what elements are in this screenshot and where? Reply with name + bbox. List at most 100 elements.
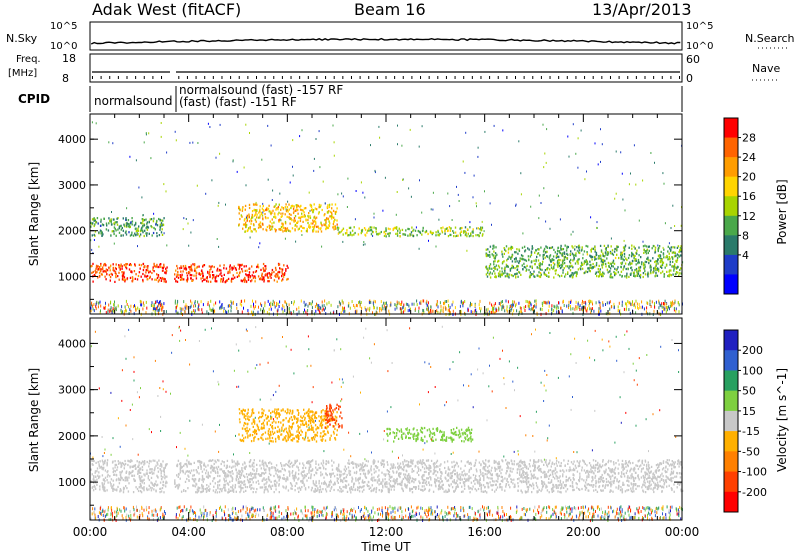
data-cell bbox=[673, 464, 675, 467]
data-cell bbox=[95, 271, 97, 274]
data-cell bbox=[102, 267, 104, 271]
data-cell bbox=[588, 269, 590, 272]
data-cell bbox=[258, 278, 261, 281]
scatter-cell bbox=[674, 225, 676, 227]
data-cell bbox=[665, 264, 668, 267]
data-cell bbox=[505, 249, 507, 253]
data-cell bbox=[308, 225, 310, 228]
noise-cell bbox=[513, 309, 515, 313]
data-cell bbox=[250, 219, 253, 223]
data-cell bbox=[539, 266, 541, 269]
data-cell bbox=[445, 470, 447, 473]
noise-cell bbox=[589, 307, 591, 311]
noise-cell bbox=[623, 307, 625, 311]
data-cell bbox=[288, 459, 291, 462]
data-cell bbox=[569, 466, 571, 469]
freq-unit-label: [MHz] bbox=[8, 68, 37, 79]
noise-cell bbox=[351, 300, 353, 304]
data-cell bbox=[561, 486, 563, 489]
noise-cell bbox=[556, 310, 558, 314]
data-cell bbox=[256, 209, 258, 212]
data-cell bbox=[277, 274, 279, 277]
data-cell bbox=[164, 278, 166, 281]
data-cell bbox=[550, 260, 552, 263]
noise-cell bbox=[191, 310, 193, 314]
data-cell bbox=[280, 225, 283, 229]
data-cell bbox=[275, 275, 277, 278]
data-cell bbox=[677, 254, 680, 257]
data-cell bbox=[541, 486, 544, 489]
data-cell bbox=[644, 481, 646, 484]
noise-cell bbox=[645, 310, 647, 314]
data-cell bbox=[269, 461, 271, 464]
noise-cell bbox=[678, 303, 680, 307]
data-cell bbox=[581, 267, 584, 270]
data-cell bbox=[270, 276, 272, 279]
scatter-cell bbox=[315, 138, 317, 140]
data-cell bbox=[672, 246, 674, 249]
noise-cell bbox=[501, 307, 503, 311]
data-cell bbox=[182, 265, 185, 268]
data-cell bbox=[118, 231, 121, 234]
noise-cell bbox=[93, 309, 95, 313]
data-cell bbox=[610, 475, 612, 478]
data-cell bbox=[250, 483, 253, 487]
noise-cell bbox=[115, 308, 117, 312]
data-cell bbox=[254, 280, 256, 283]
data-cell bbox=[600, 250, 603, 253]
data-cell bbox=[581, 246, 583, 249]
data-cell bbox=[509, 486, 511, 489]
data-cell bbox=[461, 226, 463, 230]
scatter-cell bbox=[515, 204, 517, 207]
data-cell bbox=[308, 468, 311, 471]
data-cell bbox=[655, 483, 657, 486]
data-cell bbox=[371, 230, 374, 233]
data-cell bbox=[474, 487, 476, 491]
data-cell bbox=[494, 275, 496, 278]
data-cell bbox=[175, 269, 177, 272]
scatter-cell bbox=[216, 238, 218, 240]
data-cell bbox=[266, 274, 268, 277]
data-cell bbox=[338, 231, 340, 234]
data-cell bbox=[536, 274, 538, 277]
data-cell bbox=[639, 273, 642, 277]
noise-cell bbox=[664, 302, 666, 306]
data-cell bbox=[652, 257, 654, 260]
data-cell bbox=[522, 467, 524, 470]
noise-cell bbox=[129, 308, 131, 312]
data-cell bbox=[129, 263, 132, 266]
data-cell bbox=[411, 226, 413, 229]
data-cell bbox=[300, 480, 302, 483]
data-cell bbox=[195, 482, 197, 485]
data-cell bbox=[510, 248, 512, 251]
data-cell bbox=[263, 280, 265, 283]
data-cell bbox=[251, 279, 253, 282]
scatter-cell bbox=[610, 237, 612, 240]
noise-cell bbox=[303, 300, 305, 304]
data-cell bbox=[189, 274, 191, 277]
data-cell bbox=[634, 247, 636, 250]
data-cell bbox=[469, 491, 471, 494]
scatter-cell bbox=[232, 160, 234, 163]
data-cell bbox=[290, 483, 293, 486]
data-cell bbox=[601, 473, 603, 477]
data-cell bbox=[301, 209, 303, 212]
data-cell bbox=[431, 231, 433, 234]
data-cell bbox=[614, 466, 617, 469]
data-cell bbox=[636, 252, 638, 255]
data-cell bbox=[299, 217, 302, 220]
data-cell bbox=[213, 462, 215, 465]
data-cell bbox=[202, 274, 204, 277]
data-cell bbox=[142, 262, 145, 266]
data-cell bbox=[321, 224, 323, 227]
data-cell bbox=[244, 485, 247, 489]
data-cell bbox=[596, 490, 599, 493]
noise-cell bbox=[512, 304, 513, 308]
noise-cell bbox=[605, 303, 606, 306]
noise-cell bbox=[582, 299, 583, 303]
noise-cell bbox=[326, 302, 328, 306]
data-cell bbox=[99, 224, 102, 227]
data-cell bbox=[159, 277, 162, 280]
data-cell bbox=[382, 486, 384, 489]
scatter-cell bbox=[538, 194, 540, 197]
